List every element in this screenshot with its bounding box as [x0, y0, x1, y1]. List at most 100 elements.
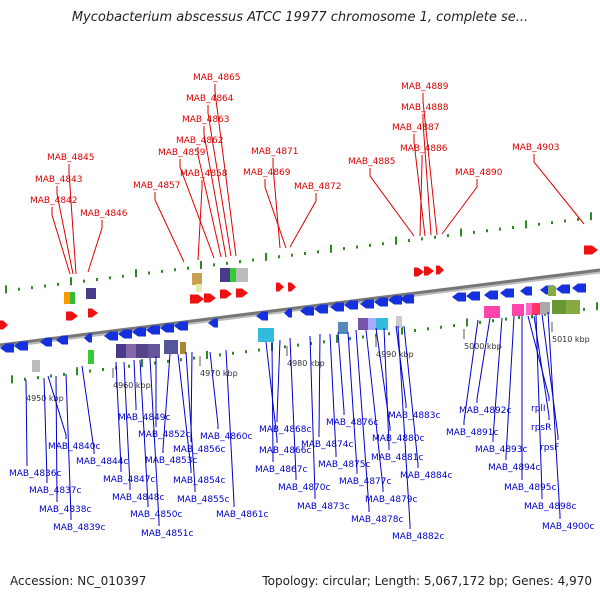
reverse-gene-arrow[interactable] [84, 333, 92, 343]
reverse-gene-arrow[interactable] [500, 288, 514, 298]
forward-gene-arrow[interactable] [204, 293, 216, 303]
gene-feature-box[interactable] [148, 344, 160, 358]
gene-feature-box[interactable] [236, 268, 248, 282]
gene-feature-box[interactable] [220, 268, 230, 282]
reverse-label-mab-4836c: MAB_4836c [9, 469, 62, 479]
forward-label-mab-4885: MAB_4885 [348, 157, 396, 167]
gene-feature-box[interactable] [552, 300, 566, 314]
gene-feature-box[interactable] [86, 288, 96, 299]
reverse-gene-arrow[interactable] [466, 291, 480, 301]
gene-feature-box[interactable] [164, 340, 178, 354]
reverse-gene-arrow[interactable] [104, 331, 118, 341]
reverse-gene-arrow[interactable] [314, 304, 328, 314]
forward-gene-arrow[interactable] [276, 282, 284, 292]
reverse-gene-arrow[interactable] [40, 337, 52, 347]
upper-tick [512, 226, 514, 229]
reverse-gene-arrow[interactable] [118, 329, 132, 339]
gene-feature-box[interactable] [32, 360, 40, 372]
reverse-gene-arrow[interactable] [556, 284, 570, 294]
leader-line [197, 147, 222, 258]
forward-gene-arrow[interactable] [414, 267, 424, 277]
reverse-gene-arrow[interactable] [330, 302, 344, 312]
leader-line [264, 179, 287, 249]
gene-feature-box[interactable] [230, 268, 236, 282]
forward-gene-arrow[interactable] [584, 245, 598, 255]
reverse-gene-arrow[interactable] [520, 286, 532, 296]
reverse-gene-arrow[interactable] [284, 308, 292, 318]
reverse-label-mab-4851c: MAB_4851c [141, 529, 194, 539]
forward-gene-arrow[interactable] [288, 282, 296, 292]
gene-feature-box[interactable] [126, 344, 136, 358]
leader-line [505, 315, 515, 460]
gene-feature-box[interactable] [368, 318, 376, 330]
forward-gene-arrow[interactable] [424, 266, 434, 276]
forward-label-mab-4859: MAB_4859 [158, 148, 206, 158]
reverse-gene-arrow[interactable] [300, 306, 314, 316]
forward-label-mab-4903: MAB_4903 [512, 143, 560, 153]
gene-feature-box[interactable] [484, 306, 500, 318]
upper-tick [395, 236, 397, 245]
upper-tick [200, 261, 202, 269]
lower-tick [544, 312, 546, 316]
gene-feature-box[interactable] [338, 322, 348, 334]
gene-feature-box[interactable] [116, 344, 126, 358]
gene-feature-box[interactable] [532, 303, 540, 315]
gene-feature-box[interactable] [526, 303, 532, 315]
reverse-gene-arrow[interactable] [208, 318, 218, 328]
gene-feature-box[interactable] [358, 318, 368, 330]
gene-feature-box[interactable] [376, 318, 388, 330]
gene-feature-box[interactable] [566, 300, 580, 314]
upper-tick [564, 219, 566, 223]
upper-tick [317, 250, 319, 254]
reverse-gene-arrow[interactable] [360, 299, 374, 309]
gene-feature-box[interactable] [64, 292, 70, 304]
gene-feature-box[interactable] [192, 273, 202, 285]
reverse-gene-arrow[interactable] [452, 292, 466, 302]
forward-gene-arrow[interactable] [436, 265, 444, 275]
gene-feature-box[interactable] [512, 304, 524, 316]
gene-feature-box[interactable] [258, 328, 274, 342]
forward-gene-arrow[interactable] [236, 288, 248, 298]
reverse-label-mab-4881c: MAB_4881c [371, 453, 424, 463]
reverse-label-mab-4876c: MAB_4876c [326, 418, 379, 428]
lower-tick [11, 375, 13, 384]
lower-tick [375, 333, 377, 337]
leader-line [476, 317, 491, 403]
leader-line [197, 180, 203, 261]
lower-tick [297, 343, 299, 347]
forward-gene-arrow[interactable] [66, 311, 78, 321]
gene-feature-box[interactable] [196, 284, 202, 292]
reverse-gene-arrow[interactable] [0, 343, 14, 353]
reverse-gene-arrow[interactable] [146, 325, 160, 335]
forward-label-mab-4865: MAB_4865 [193, 73, 241, 83]
lower-tick [206, 351, 208, 359]
reverse-gene-arrow[interactable] [132, 327, 146, 337]
reverse-gene-arrow[interactable] [374, 297, 388, 307]
reverse-gene-arrow[interactable] [400, 294, 414, 304]
reverse-label-mab-4898c: MAB_4898c [524, 502, 577, 512]
reverse-gene-arrow[interactable] [256, 311, 268, 321]
forward-gene-arrow[interactable] [88, 308, 98, 318]
leader-line [403, 325, 419, 468]
forward-gene-arrow[interactable] [0, 320, 8, 330]
gene-feature-box[interactable] [70, 292, 75, 304]
reverse-gene-arrow[interactable] [174, 321, 188, 331]
forward-gene-arrow[interactable] [190, 294, 204, 304]
upper-tick [122, 274, 124, 278]
reverse-gene-arrow[interactable] [160, 323, 174, 333]
upper-tick [369, 243, 371, 247]
gene-feature-box[interactable] [136, 344, 148, 358]
reverse-gene-arrow[interactable] [344, 300, 358, 310]
gene-feature-box[interactable] [540, 302, 550, 314]
reverse-gene-arrow[interactable] [484, 290, 498, 300]
reverse-gene-arrow[interactable] [388, 295, 402, 305]
reverse-gene-arrow[interactable] [572, 283, 586, 293]
gene-feature-box[interactable] [548, 286, 556, 296]
gene-feature-box[interactable] [88, 350, 94, 364]
forward-gene-arrow[interactable] [220, 289, 232, 299]
gene-feature-box[interactable] [396, 316, 402, 328]
reverse-gene-arrow[interactable] [14, 341, 28, 351]
gene-feature-box[interactable] [180, 342, 186, 354]
reverse-gene-arrow[interactable] [56, 335, 68, 345]
